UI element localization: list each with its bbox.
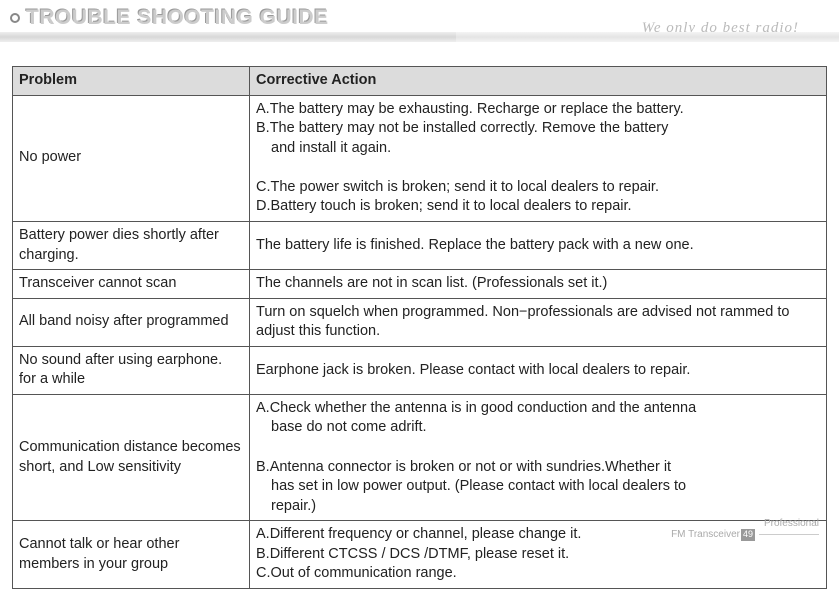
bullet-icon: [10, 13, 20, 23]
page-number: 49: [741, 529, 755, 541]
cell-problem: Battery power dies shortly after chargin…: [13, 221, 250, 269]
page-title: TROUBLE SHOOTING GUIDE: [26, 6, 329, 30]
footer: Professional FM Transceiver49: [671, 518, 819, 541]
footer-line1: Professional: [764, 518, 819, 529]
table-row: Battery power dies shortly after chargin…: [13, 221, 827, 269]
header: TROUBLE SHOOTING GUIDE We only do best r…: [0, 0, 839, 56]
troubleshooting-table: Problem Corrective Action No powerA.The …: [12, 66, 827, 589]
content: Problem Corrective Action No powerA.The …: [0, 56, 839, 589]
col-header-problem: Problem: [13, 67, 250, 96]
cell-problem: Transceiver cannot scan: [13, 270, 250, 299]
cell-problem: No sound after using earphone. for a whi…: [13, 346, 250, 394]
cell-problem: Communication distance becomes short, an…: [13, 394, 250, 520]
table-row: No powerA.The battery may be exhausting.…: [13, 95, 827, 221]
table-row: No sound after using earphone. for a whi…: [13, 346, 827, 394]
footer-rule: [759, 534, 819, 535]
footer-line2: FM Transceiver: [671, 529, 740, 540]
cell-problem: Cannot talk or hear other members in you…: [13, 521, 250, 589]
table-row: Transceiver cannot scanThe channels are …: [13, 270, 827, 299]
table-header-row: Problem Corrective Action: [13, 67, 827, 96]
header-divider: [0, 32, 839, 42]
cell-action: A.The battery may be exhausting. Recharg…: [250, 95, 827, 221]
cell-action: Turn on squelch when programmed. Non−pro…: [250, 298, 827, 346]
cell-problem: All band noisy after programmed: [13, 298, 250, 346]
col-header-action: Corrective Action: [250, 67, 827, 96]
table-row: Communication distance becomes short, an…: [13, 394, 827, 520]
cell-problem: No power: [13, 95, 250, 221]
cell-action: A.Check whether the antenna is in good c…: [250, 394, 827, 520]
table-row: All band noisy after programmedTurn on s…: [13, 298, 827, 346]
cell-action: The channels are not in scan list. (Prof…: [250, 270, 827, 299]
cell-action: The battery life is finished. Replace th…: [250, 221, 827, 269]
cell-action: Earphone jack is broken. Please contact …: [250, 346, 827, 394]
